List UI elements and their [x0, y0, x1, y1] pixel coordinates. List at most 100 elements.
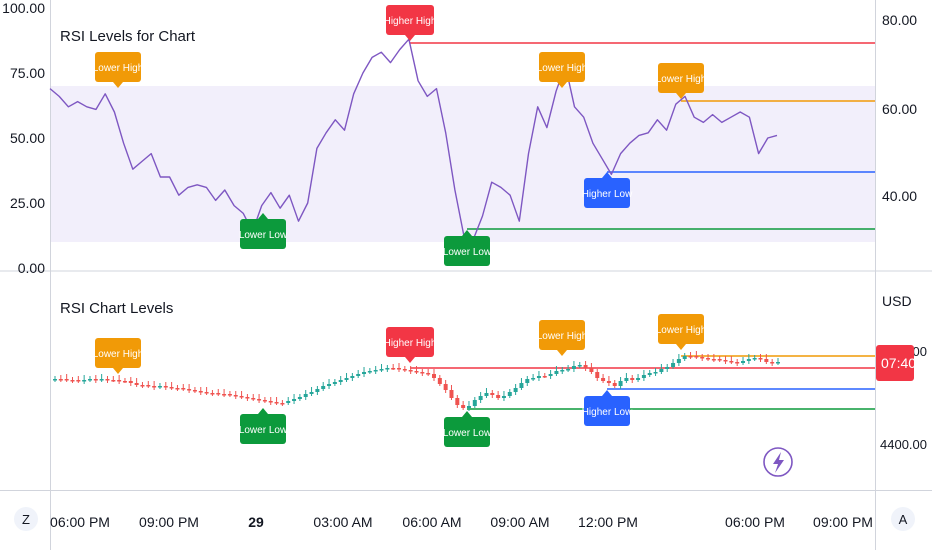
candle [554, 366, 559, 376]
pivot-label-pointer [557, 82, 567, 88]
corner-button-left[interactable]: Z [14, 507, 38, 531]
candle-body [589, 368, 594, 372]
candle [70, 377, 75, 383]
rsi-right-tick: 60.00 [882, 101, 917, 117]
candle [198, 387, 203, 395]
candle-body [93, 379, 98, 381]
auto-scale-button[interactable]: A [899, 512, 908, 527]
candle-body [58, 379, 63, 381]
corner-circle[interactable] [891, 507, 915, 531]
candle-body [408, 370, 413, 372]
candle [420, 369, 425, 376]
price-tag [876, 345, 914, 381]
candle [391, 364, 396, 370]
log-scale-button[interactable]: Z [22, 512, 30, 527]
candle [770, 359, 775, 366]
candle [426, 369, 431, 376]
candle [571, 361, 576, 372]
rsi-right-axis[interactable]: 80.00 60.00 40.00 [882, 12, 917, 204]
price-axis-tick: 4400.00 [880, 437, 927, 452]
candle-body [64, 379, 69, 381]
candle-body [128, 381, 133, 383]
candle-body [321, 386, 326, 389]
rsi-line [49, 38, 778, 241]
candle [752, 355, 757, 361]
candle [181, 384, 186, 391]
candle [624, 373, 629, 383]
pivot-label: Lower Low [239, 408, 288, 444]
candle-body [111, 380, 116, 382]
pivot-label: Lower High [537, 320, 587, 356]
rsi-pane[interactable]: Lower High Lower Low Higher High Lower Low L… [2, 0, 917, 276]
candle [688, 352, 693, 359]
candle-body [251, 398, 256, 400]
candle-body [601, 378, 606, 381]
lightning-icon[interactable] [773, 452, 784, 473]
candle [729, 356, 734, 364]
candle-body [198, 391, 203, 393]
price-pane-title: RSI Chart Levels [60, 300, 173, 317]
pivot-label-text: Higher Low [582, 407, 633, 418]
corner-button-right[interactable]: A [891, 507, 915, 531]
candle [82, 375, 87, 384]
candle [53, 376, 57, 382]
candle-body [233, 395, 238, 397]
candle-body [496, 395, 501, 398]
time-axis[interactable]: 06:00 PM 09:00 PM 29 03:00 AM 06:00 AM 09:00 … [50, 514, 873, 530]
candle [402, 366, 407, 372]
candle-body [82, 380, 87, 382]
lightning-button[interactable] [763, 447, 793, 477]
candle [507, 389, 512, 398]
time-tick: 09:00 PM [139, 514, 199, 530]
candle [478, 392, 483, 403]
rsi-left-axis[interactable]: 100.00 75.00 50.00 25.00 0.00 [2, 0, 45, 276]
candle [385, 365, 390, 372]
candle-body [723, 360, 728, 362]
price-pane[interactable]: Lower High Lower Low Higher High Lower Low L… [53, 286, 932, 477]
pivot-label: Higher Low [582, 390, 633, 426]
candle [659, 364, 664, 374]
candle-body [356, 374, 361, 376]
candle [292, 394, 297, 404]
candle-body [157, 386, 162, 388]
candle [262, 397, 267, 403]
price-tag-label: 07:40 [881, 355, 916, 371]
candle-body [268, 401, 273, 403]
pivot-label-pointer [602, 172, 612, 178]
candle [466, 401, 471, 411]
pivot-label-pointer [258, 408, 268, 414]
candle-body [443, 384, 448, 390]
rsi-band [51, 86, 875, 242]
candle-body [490, 393, 495, 395]
candle [280, 400, 285, 406]
candle [741, 357, 746, 365]
candle [501, 391, 506, 401]
pivot-label: Lower High [656, 63, 706, 99]
candle [332, 379, 337, 386]
candle-body [146, 385, 151, 387]
rsi-annotations: Lower High Lower Low Higher High Lower Low L… [93, 5, 706, 266]
candle [746, 354, 751, 364]
time-tick: 09:00 AM [490, 514, 549, 530]
candle-body [262, 400, 267, 402]
currency-box[interactable] [876, 286, 932, 316]
candle-body [764, 359, 769, 362]
candle-body [729, 361, 734, 363]
pivot-label-box [240, 219, 286, 249]
pivot-label-text: Lower Low [443, 247, 492, 258]
pivot-label-box [584, 396, 630, 426]
candle [379, 364, 384, 372]
candle-body [531, 378, 536, 380]
candle-body [606, 381, 611, 383]
candle-body [554, 371, 559, 374]
candle-body [70, 380, 75, 382]
pivot-label-text: Lower Low [443, 428, 492, 439]
candle [431, 369, 436, 381]
candle [187, 384, 192, 393]
candle-body [391, 368, 396, 370]
pivot-label-pointer [602, 390, 612, 396]
currency-label[interactable]: USD [882, 293, 912, 309]
candle-body [437, 378, 442, 384]
corner-circle[interactable] [14, 507, 38, 531]
candle [338, 376, 343, 385]
